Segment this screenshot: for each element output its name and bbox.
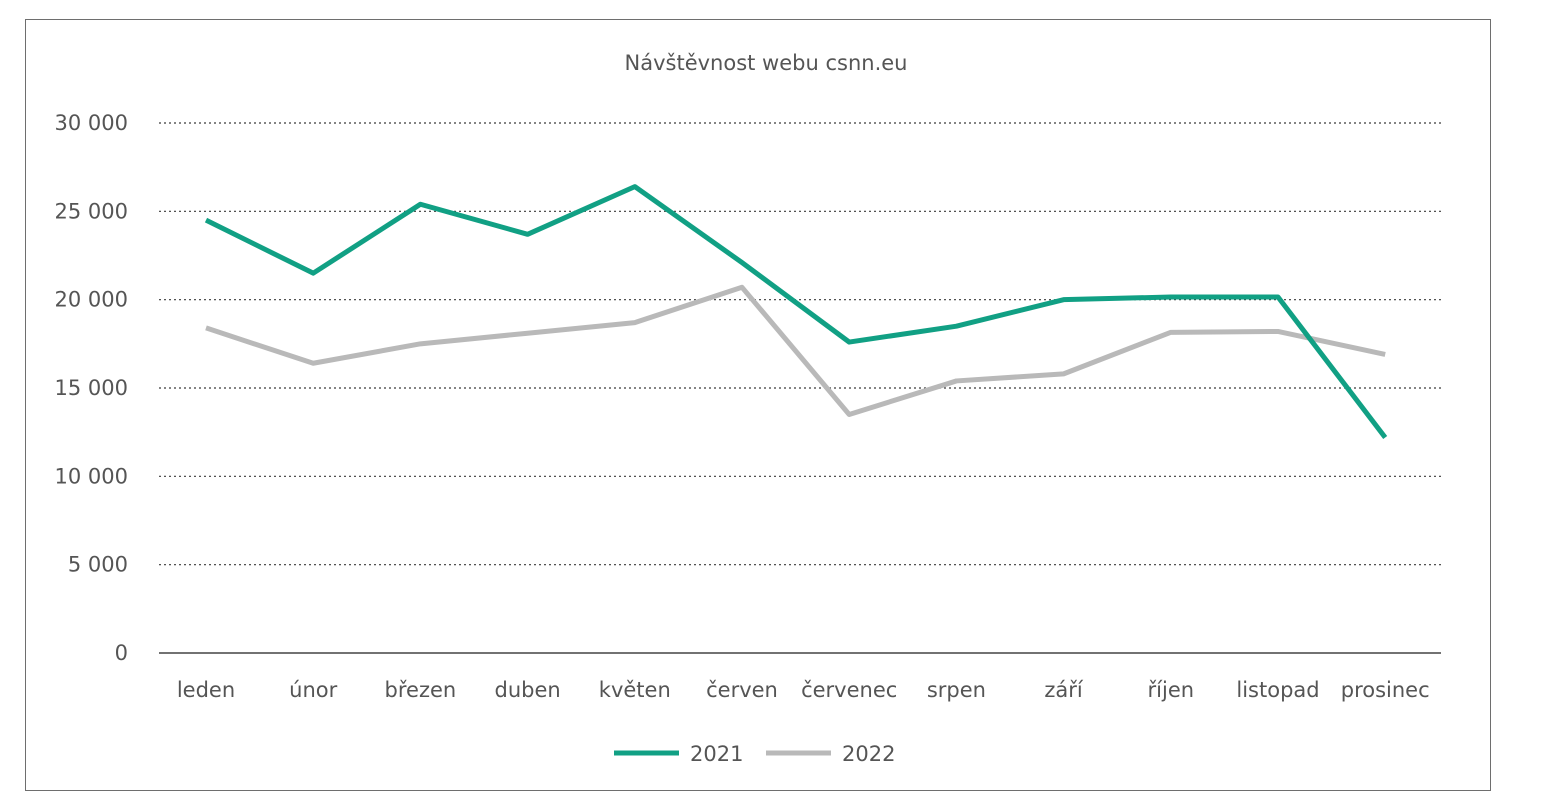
- chart-title: Návštěvnost webu csnn.eu: [625, 51, 908, 75]
- x-tick-label: prosinec: [1341, 678, 1430, 702]
- y-tick-label: 30 000: [55, 111, 128, 135]
- y-tick-label: 0: [115, 641, 128, 665]
- x-tick-label: leden: [177, 678, 235, 702]
- y-tick-label: 15 000: [55, 376, 128, 400]
- legend: 2021 2022: [614, 742, 895, 766]
- x-tick-label: září: [1044, 678, 1084, 702]
- y-tick-label: 5 000: [68, 553, 128, 577]
- x-tick-label: srpen: [927, 678, 986, 702]
- y-tick-label: 10 000: [55, 464, 128, 488]
- gridlines: [159, 122, 1441, 566]
- y-tick-label: 25 000: [55, 199, 128, 223]
- x-tick-label: červen: [706, 678, 778, 702]
- series-lines: [204, 184, 1388, 439]
- series-line-2021: [204, 184, 1388, 439]
- y-axis-tick-labels: 0 5 000 10 000 15 000 20 000 25 000 30 000: [55, 111, 128, 665]
- series-line-2022: [205, 284, 1386, 417]
- x-tick-label: květen: [599, 678, 671, 702]
- y-tick-label: 20 000: [55, 288, 128, 312]
- x-tick-label: červenec: [801, 678, 897, 702]
- x-tick-label: říjen: [1148, 678, 1195, 702]
- legend-label-2022: 2022: [842, 742, 895, 766]
- x-tick-label: duben: [494, 678, 560, 702]
- chart-frame: Návštěvnost webu csnn.eu 0 5 000 10 000 15 …: [25, 19, 1491, 791]
- x-tick-label: listopad: [1236, 678, 1319, 702]
- x-tick-label: březen: [385, 678, 457, 702]
- legend-label-2021: 2021: [690, 742, 743, 766]
- chart-svg: Návštěvnost webu csnn.eu 0 5 000 10 000 15 …: [55, 51, 1441, 766]
- x-tick-label: únor: [289, 678, 337, 702]
- x-axis-tick-labels: leden únor březen duben květen červen červenec…: [177, 678, 1430, 702]
